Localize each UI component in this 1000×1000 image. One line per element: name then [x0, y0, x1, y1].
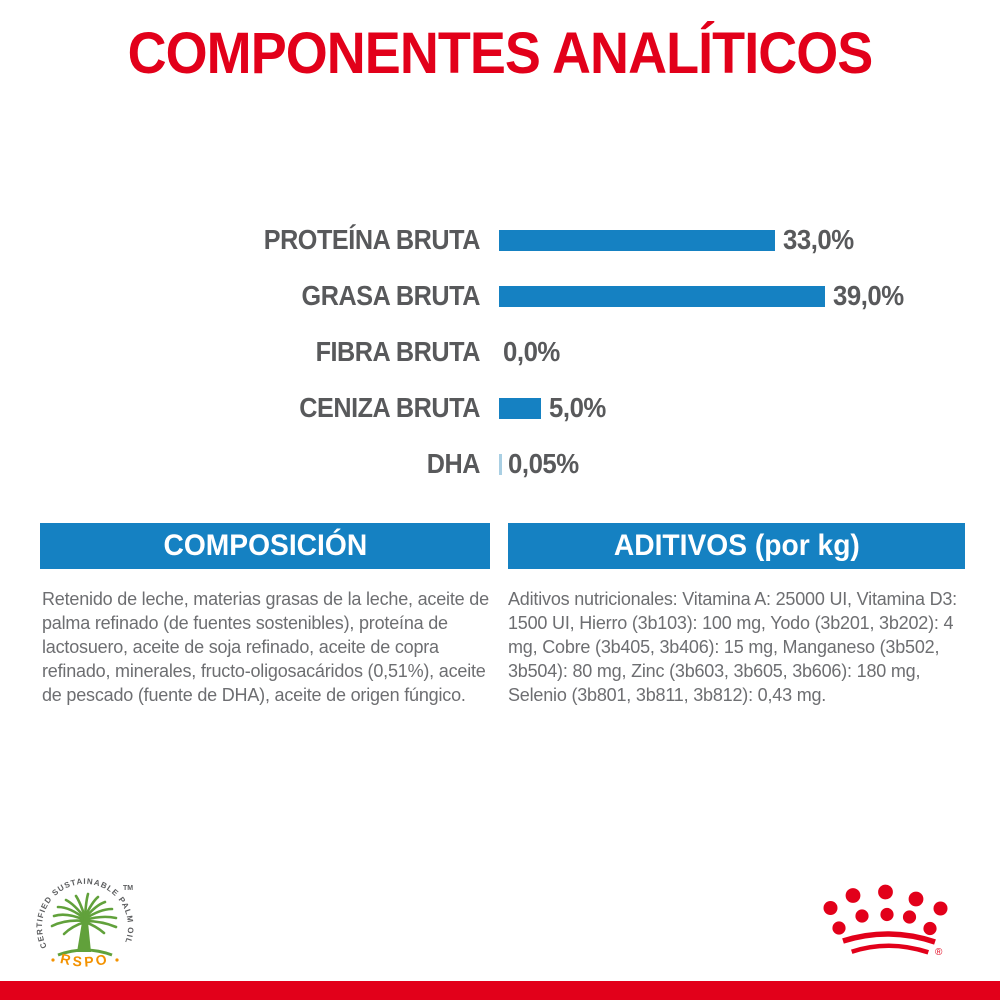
bar — [499, 397, 541, 419]
bar-row: GRASA BRUTA 39,0% — [0, 268, 1000, 324]
bar-value: 39,0% — [833, 280, 904, 311]
rspo-certified-palm-oil-logo: CERTIFIED SUSTAINABLE PALM OIL TM RSPO — [35, 877, 134, 970]
additives-header-banner: ADITIVOS (por kg) — [508, 523, 965, 569]
additives-body-text: Aditivos nutricionales: Vitamina A: 2500… — [508, 589, 957, 705]
crown-base-upper-swoosh — [842, 931, 936, 945]
bar-track: 33,0% — [499, 224, 860, 256]
bar-row: FIBRA BRUTA 0,0% — [0, 324, 1000, 380]
bar-track: 0,0% — [499, 336, 565, 368]
bar-label: CENIZA BRUTA — [299, 392, 480, 423]
page-title: COMPONENTES ANALÍTICOS — [127, 21, 874, 86]
composition-body-text: Retenido de leche, materias grasas de la… — [42, 589, 489, 705]
bar — [499, 285, 826, 307]
rspo-label: RSPO — [59, 950, 108, 970]
bar-value: 33,0% — [782, 224, 854, 255]
rspo-left-dot — [51, 958, 55, 962]
bar-label: GRASA BRUTA — [301, 280, 481, 311]
bar-row: DHA 0,05% — [0, 436, 1000, 492]
bar-label: FIBRA BRUTA — [315, 336, 481, 367]
bar-label: PROTEÍNA BRUTA — [263, 224, 481, 255]
rspo-trademark-symbol: TM — [123, 885, 133, 892]
palm-trunk — [77, 922, 91, 952]
bar-track: 0,05% — [499, 448, 585, 480]
composition-header-banner: COMPOSICIÓN — [40, 523, 490, 569]
royal-canin-crown-logo: ® — [823, 884, 948, 958]
bar-value: 5,0% — [548, 392, 606, 423]
bottom-red-strip — [0, 981, 1000, 1000]
bar — [499, 453, 502, 475]
analytic-bar-chart: PROTEÍNA BRUTA 33,0% GRASA BRUTA 39,0% F… — [0, 212, 1000, 492]
crown-dots — [823, 884, 948, 936]
bar-value: 0,05% — [508, 448, 579, 479]
additives-header-label: ADITIVOS (por kg) — [613, 529, 860, 562]
bar-row: PROTEÍNA BRUTA 33,0% — [0, 212, 1000, 268]
bar-row: CENIZA BRUTA 5,0% — [0, 380, 1000, 436]
rspo-label-container: RSPO — [59, 950, 111, 970]
crown-base-lower-swoosh — [850, 943, 930, 955]
bar-label: DHA — [426, 448, 481, 479]
bar — [499, 229, 775, 251]
rspo-right-dot — [115, 958, 119, 962]
palm-ground-swoosh — [57, 948, 113, 957]
bar-track: 5,0% — [499, 392, 611, 424]
bar-track: 39,0% — [499, 280, 910, 312]
composition-header-label: COMPOSICIÓN — [163, 529, 367, 562]
registered-symbol: ® — [935, 947, 943, 958]
palm-tree-icon — [50, 892, 118, 936]
bar-value: 0,0% — [503, 336, 560, 367]
